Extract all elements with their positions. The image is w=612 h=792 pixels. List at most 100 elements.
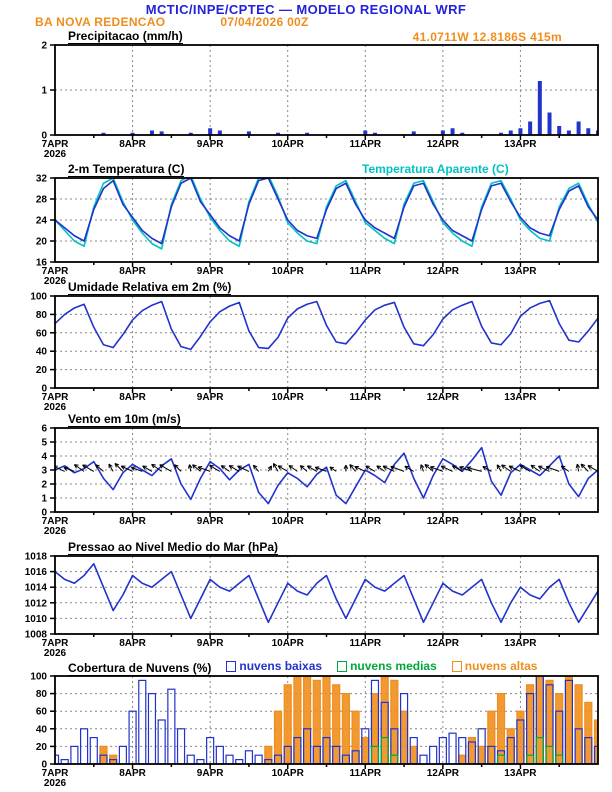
svg-text:10APR: 10APR bbox=[272, 392, 305, 403]
legend-item-mid-clouds: nuvens medias bbox=[337, 659, 437, 673]
svg-text:20: 20 bbox=[36, 365, 48, 376]
svg-text:2: 2 bbox=[41, 41, 47, 52]
svg-text:2026: 2026 bbox=[44, 526, 67, 537]
legend-label-high-clouds: nuvens altas bbox=[464, 659, 538, 673]
svg-text:7APR: 7APR bbox=[42, 392, 69, 403]
svg-text:100: 100 bbox=[30, 292, 47, 303]
svg-text:0: 0 bbox=[41, 760, 47, 771]
legend-box-high-clouds-icon bbox=[451, 660, 462, 672]
panel-title-precipitation: Precipitacao (mm/h) bbox=[68, 29, 183, 44]
svg-text:40: 40 bbox=[36, 347, 48, 358]
cloud-legend-row: Cobertura de Nuvens (%) nuvens baixas nu… bbox=[68, 659, 537, 676]
svg-text:10APR: 10APR bbox=[272, 266, 305, 277]
svg-text:13APR: 13APR bbox=[504, 266, 537, 277]
svg-text:60: 60 bbox=[36, 707, 48, 718]
svg-text:11APR: 11APR bbox=[349, 139, 381, 150]
svg-text:13APR: 13APR bbox=[504, 638, 537, 649]
svg-text:1: 1 bbox=[41, 494, 47, 505]
svg-text:6: 6 bbox=[41, 424, 47, 435]
svg-text:10APR: 10APR bbox=[272, 516, 305, 527]
svg-text:12APR: 12APR bbox=[427, 768, 460, 779]
svg-text:10APR: 10APR bbox=[272, 139, 305, 150]
svg-text:7APR: 7APR bbox=[42, 638, 69, 649]
svg-text:7APR: 7APR bbox=[42, 768, 69, 779]
svg-text:11APR: 11APR bbox=[349, 392, 381, 403]
svg-text:12APR: 12APR bbox=[427, 266, 460, 277]
svg-text:8APR: 8APR bbox=[119, 392, 146, 403]
svg-text:24: 24 bbox=[36, 216, 48, 227]
svg-text:5: 5 bbox=[41, 438, 47, 449]
coordinates-label: 41.0711W 12.8186S 415m bbox=[412, 30, 562, 44]
svg-text:1008: 1008 bbox=[25, 630, 48, 641]
apparent-temperature-label: Temperatura Aparente (C) bbox=[362, 162, 509, 176]
svg-text:7APR: 7APR bbox=[42, 266, 69, 277]
svg-text:11APR: 11APR bbox=[349, 516, 381, 527]
svg-text:10APR: 10APR bbox=[272, 768, 305, 779]
header-subtitle: BA NOVA REDENCAO 07/04/2026 00Z bbox=[35, 15, 309, 29]
svg-text:9APR: 9APR bbox=[197, 638, 224, 649]
panel-title-wind: Vento em 10m (m/s) bbox=[68, 412, 181, 427]
svg-text:1012: 1012 bbox=[25, 598, 48, 609]
svg-text:0: 0 bbox=[41, 131, 47, 142]
svg-text:11APR: 11APR bbox=[349, 266, 381, 277]
run-datetime: 07/04/2026 00Z bbox=[220, 15, 309, 29]
svg-text:7APR: 7APR bbox=[42, 139, 69, 150]
station-name: BA NOVA REDENCAO bbox=[35, 15, 166, 29]
svg-text:2: 2 bbox=[41, 480, 47, 491]
legend-box-mid-clouds-icon bbox=[337, 660, 348, 672]
svg-text:0: 0 bbox=[41, 508, 47, 519]
legend-label-low-clouds: nuvens baixas bbox=[239, 659, 323, 673]
svg-text:0: 0 bbox=[41, 384, 47, 395]
svg-text:100: 100 bbox=[30, 672, 47, 683]
svg-text:8APR: 8APR bbox=[119, 266, 146, 277]
svg-text:8APR: 8APR bbox=[119, 516, 146, 527]
svg-text:13APR: 13APR bbox=[504, 516, 537, 527]
svg-text:60: 60 bbox=[36, 328, 48, 339]
svg-text:8APR: 8APR bbox=[119, 139, 146, 150]
svg-text:28: 28 bbox=[36, 195, 48, 206]
legend-box-low-clouds-icon bbox=[226, 660, 237, 672]
svg-text:9APR: 9APR bbox=[197, 768, 224, 779]
svg-text:13APR: 13APR bbox=[504, 139, 537, 150]
svg-text:1010: 1010 bbox=[25, 614, 48, 625]
svg-text:80: 80 bbox=[36, 689, 48, 700]
svg-text:12APR: 12APR bbox=[427, 139, 460, 150]
svg-text:80: 80 bbox=[36, 310, 48, 321]
panel-title-clouds: Cobertura de Nuvens (%) bbox=[68, 660, 212, 676]
svg-text:8APR: 8APR bbox=[119, 638, 146, 649]
svg-text:4: 4 bbox=[41, 452, 47, 463]
svg-text:2026: 2026 bbox=[44, 149, 67, 160]
svg-text:11APR: 11APR bbox=[349, 768, 381, 779]
svg-text:1018: 1018 bbox=[25, 552, 48, 563]
svg-text:7APR: 7APR bbox=[42, 516, 69, 527]
svg-text:40: 40 bbox=[36, 724, 48, 735]
panel-title-humidity: Umidade Relativa em 2m (%) bbox=[68, 280, 232, 295]
svg-text:8APR: 8APR bbox=[119, 768, 146, 779]
legend-label-mid-clouds: nuvens medias bbox=[350, 659, 437, 673]
svg-text:13APR: 13APR bbox=[504, 768, 537, 779]
svg-text:16: 16 bbox=[36, 258, 48, 269]
svg-text:2026: 2026 bbox=[44, 402, 67, 413]
svg-text:9APR: 9APR bbox=[197, 516, 224, 527]
panel-title-temperature: 2-m Temperatura (C) bbox=[68, 162, 185, 177]
svg-text:1016: 1016 bbox=[25, 567, 48, 578]
svg-text:13APR: 13APR bbox=[504, 392, 537, 403]
svg-text:20: 20 bbox=[36, 742, 48, 753]
svg-text:10APR: 10APR bbox=[272, 638, 305, 649]
svg-text:20: 20 bbox=[36, 237, 48, 248]
svg-text:2026: 2026 bbox=[44, 778, 67, 789]
svg-text:12APR: 12APR bbox=[427, 638, 460, 649]
svg-text:12APR: 12APR bbox=[427, 392, 460, 403]
svg-text:9APR: 9APR bbox=[197, 139, 224, 150]
legend-item-low-clouds: nuvens baixas bbox=[226, 659, 322, 673]
svg-text:2026: 2026 bbox=[44, 276, 67, 287]
svg-text:9APR: 9APR bbox=[197, 392, 224, 403]
legend-item-high-clouds: nuvens altas bbox=[451, 659, 538, 673]
